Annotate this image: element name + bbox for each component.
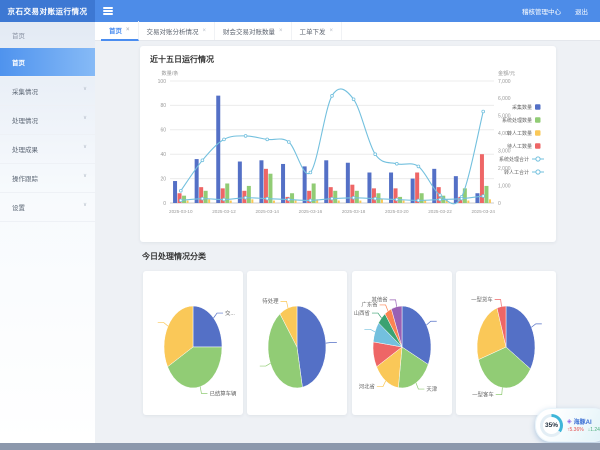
svg-text:20: 20	[160, 176, 166, 182]
svg-text:2025-03-14: 2025-03-14	[255, 209, 279, 214]
svg-text:天津: 天津	[426, 386, 437, 393]
svg-text:系统处理合计: 系统处理合计	[499, 156, 529, 163]
top-header: 京石交易对账运行情况 稽核管理中心 退出	[0, 0, 600, 22]
svg-text:河北省: 河北省	[359, 382, 376, 390]
svg-text:2,000: 2,000	[498, 166, 511, 172]
ai-up-stat: ↑5.36%	[567, 427, 584, 433]
pie-card-2: 待处理	[247, 271, 347, 415]
svg-text:3,000: 3,000	[498, 149, 511, 155]
svg-text:2025-03-20: 2025-03-20	[385, 209, 409, 214]
svg-text:一型货车: 一型货车	[471, 295, 493, 303]
chevron-down-icon: ∨	[82, 202, 87, 208]
svg-text:2025-03-10: 2025-03-10	[169, 209, 193, 214]
trend-panel-title: 近十五日运行情况	[150, 55, 214, 64]
svg-text:交...: 交...	[225, 309, 235, 317]
ai-down-stat: ↓1.24%	[587, 427, 600, 433]
svg-text:待处理: 待处理	[262, 297, 279, 305]
app-title: 京石交易对账运行情况	[0, 0, 95, 22]
tab-finance-reconciliation-count[interactable]: 财会交易对账数量 ×	[215, 22, 292, 40]
svg-text:6,000: 6,000	[498, 96, 511, 102]
svg-text:0: 0	[498, 201, 501, 207]
sidebar-item-home[interactable]: 首页	[0, 48, 95, 77]
header-bar: 稽核管理中心 退出	[95, 0, 600, 22]
svg-text:7,000: 7,000	[498, 79, 511, 85]
main-area: 首页 × 交易对账分析情况 × 财会交易对账数量 × 工单下发 × 近十五日运行…	[95, 21, 600, 444]
svg-text:2025-03-12: 2025-03-12	[212, 209, 236, 214]
window-bottom-edge	[0, 443, 600, 450]
svg-text:2025-03-16: 2025-03-16	[299, 209, 323, 214]
svg-text:其他省: 其他省	[371, 296, 388, 304]
svg-text:广东省: 广东省	[361, 301, 378, 309]
sparkle-icon: ◈	[567, 419, 572, 425]
pie-chart-2: 待处理	[259, 297, 337, 389]
sidebar-item-collection-status[interactable]: 采集情况 ∨	[0, 77, 95, 106]
nav-logout-link[interactable]: 退出	[575, 9, 588, 16]
pies-section-title: 今日处理情况分类	[142, 252, 206, 261]
nav-audit-center-link[interactable]: 稽核管理中心	[522, 9, 561, 16]
svg-text:2025-03-22: 2025-03-22	[428, 209, 452, 214]
pie-chart-1: 交... 已结算车辆	[157, 305, 237, 397]
chevron-down-icon: ∨	[82, 115, 87, 121]
svg-text:40: 40	[160, 152, 166, 158]
ai-widget-label: 海豚AI	[573, 420, 592, 426]
svg-text:系统处理数量: 系统处理数量	[502, 117, 532, 124]
svg-text:待人工数量: 待人工数量	[507, 143, 532, 150]
tab-work-order[interactable]: 工单下发 ×	[292, 22, 343, 40]
sidebar-item-settings[interactable]: 设置 ∨	[0, 193, 95, 222]
sidebar-item-processing-status[interactable]: 处理情况 ∨	[0, 106, 95, 135]
svg-text:60: 60	[160, 128, 166, 134]
pie-card-1: 交... 已结算车辆	[143, 271, 243, 415]
close-icon[interactable]: ×	[126, 27, 130, 33]
svg-text:1,000: 1,000	[498, 183, 511, 189]
close-icon[interactable]: ×	[202, 28, 207, 34]
close-icon[interactable]: ×	[329, 28, 334, 34]
sidebar-group-home[interactable]: 首页	[0, 22, 95, 48]
chevron-down-icon: ∨	[82, 86, 87, 92]
svg-text:5,000: 5,000	[498, 114, 511, 120]
svg-text:转人工数量: 转人工数量	[507, 130, 532, 137]
tab-home[interactable]: 首页 ×	[101, 21, 139, 41]
svg-text:4,000: 4,000	[498, 131, 511, 137]
svg-text:100: 100	[158, 79, 167, 85]
page-content: 近十五日运行情况 数量/条 金额/元 0 20 40 60 80 100 0 1,000 2,000…	[95, 41, 600, 444]
svg-text:0: 0	[163, 201, 166, 207]
svg-text:采集数量: 采集数量	[512, 104, 532, 111]
chevron-down-icon: ∨	[82, 173, 87, 179]
tab-bar: 首页 × 交易对账分析情况 × 财会交易对账数量 × 工单下发 ×	[95, 21, 600, 41]
svg-text:已结算车辆: 已结算车辆	[209, 389, 237, 397]
sidebar-item-operation-tracking[interactable]: 操作跟踪 ∨	[0, 164, 95, 193]
svg-text:数量/条: 数量/条	[161, 69, 178, 77]
svg-text:转人工合计: 转人工合计	[504, 169, 529, 176]
trend-panel: 近十五日运行情况 数量/条 金额/元 0 20 40 60 80 100 0 1,000 2,000…	[140, 46, 556, 242]
svg-text:山西省: 山西省	[354, 309, 371, 317]
sidebar-item-processing-results[interactable]: 处理成果 ∨	[0, 135, 95, 164]
chevron-down-icon: ∨	[82, 144, 87, 150]
svg-text:一型客车: 一型客车	[472, 390, 494, 398]
pie-card-4: 一型客车 一型货车	[456, 271, 556, 415]
svg-text:2025-03-24: 2025-03-24	[471, 209, 495, 214]
ai-assistant-widget[interactable]: 35% ◈ 海豚AI ↑5.36% ↓1.24%	[535, 408, 600, 442]
sidebar: 首页 首页 采集情况 ∨ 处理情况 ∨ 处理成果 ∨ 操作跟踪 ∨ 设置 ∨	[0, 22, 96, 443]
svg-text:金额/元: 金额/元	[498, 69, 515, 77]
svg-text:2025-03-18: 2025-03-18	[342, 209, 366, 214]
tab-reconciliation-analysis[interactable]: 交易对账分析情况 ×	[139, 22, 216, 40]
svg-text:80: 80	[160, 103, 166, 109]
menu-toggle-icon[interactable]	[103, 7, 113, 15]
progress-ring: 35%	[540, 413, 563, 437]
pie-card-3: 天津 河北省 山西省 广东省 其他省	[352, 271, 452, 415]
bar-line-chart: 数量/条 金额/元 0 20 40 60 80 100 0 1,000 2,000 3,000 4,00…	[158, 69, 544, 214]
close-icon[interactable]: ×	[279, 28, 283, 34]
